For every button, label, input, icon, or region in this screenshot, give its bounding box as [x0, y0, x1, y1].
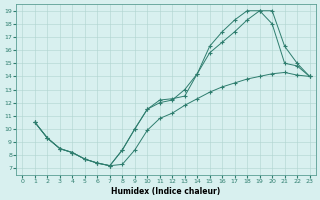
X-axis label: Humidex (Indice chaleur): Humidex (Indice chaleur) — [111, 187, 221, 196]
